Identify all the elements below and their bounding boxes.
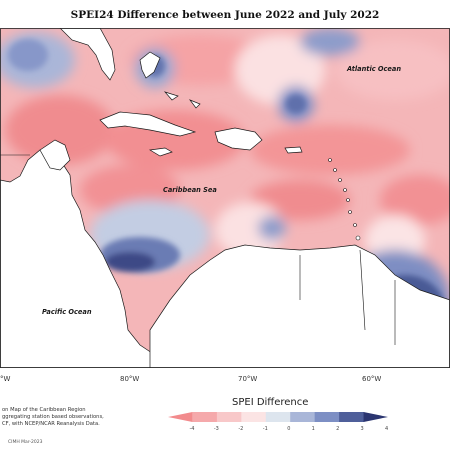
- legend-tick-label: -3: [213, 426, 219, 432]
- legend-tick-label: -2: [238, 426, 244, 432]
- legend-swatch: [339, 412, 365, 422]
- landmass: [0, 28, 450, 368]
- atlantic-ocean-label: Atlantic Ocean: [347, 65, 402, 73]
- legend-swatch: [192, 412, 218, 422]
- map-title: SPEI24 Difference between June 2022 and …: [70, 9, 380, 21]
- lon-tick: 60°W: [362, 375, 382, 383]
- lesser-antilles: [328, 158, 361, 241]
- legend-swatch: [290, 412, 316, 422]
- legend-tick-label: -4: [189, 426, 195, 432]
- legend-title: SPEI Difference: [232, 397, 309, 408]
- footer-credit: CIMH Mar-2023: [8, 440, 43, 445]
- legend-swatch: [241, 412, 267, 422]
- legend-tick-label: 2: [336, 426, 340, 432]
- credit-line: on Map of the Caribbean Region: [2, 407, 86, 413]
- anomaly-field: [0, 28, 450, 350]
- legend-tick-label: 0: [287, 426, 291, 432]
- legend-tick-label: 1: [311, 426, 315, 432]
- lon-tick: °W: [0, 375, 11, 383]
- lon-tick: 80°W: [120, 375, 140, 383]
- legend-arrow-right: [363, 412, 388, 422]
- legend-swatch: [216, 412, 242, 422]
- lon-tick: 70°W: [238, 375, 258, 383]
- borders: [0, 154, 396, 345]
- credit-line: CF, with NCEP/NCAR Reanalysis Data.: [2, 421, 100, 427]
- legend-swatch: [314, 412, 340, 422]
- pacific-ocean-label: Pacific Ocean: [42, 308, 92, 316]
- legend-arrow-left: [168, 412, 193, 422]
- credit-line: ggregating station based observations,: [2, 414, 104, 420]
- legend-tick-label: 4: [385, 426, 389, 432]
- legend-tick-label: 3: [360, 426, 364, 432]
- caribbean-sea-label: Caribbean Sea: [163, 186, 217, 194]
- legend-colorbar: [168, 412, 388, 422]
- legend-swatch: [265, 412, 291, 422]
- spei-map: [0, 28, 450, 368]
- credits: on Map of the Caribbean Region ggregatin…: [2, 407, 104, 428]
- legend-tick-label: -1: [262, 426, 268, 432]
